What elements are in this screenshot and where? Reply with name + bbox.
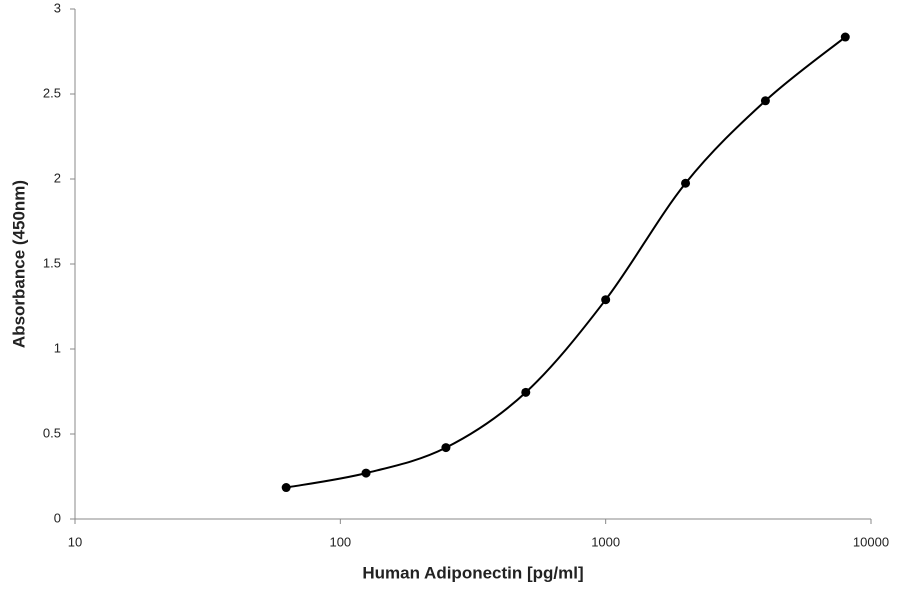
y-tick-label: 2: [54, 170, 61, 185]
y-tick-label: 0: [54, 510, 61, 525]
point: [681, 178, 691, 188]
y-tick-label: 1: [54, 340, 61, 355]
point: [441, 443, 451, 453]
x-tick-label: 10000: [853, 534, 889, 549]
x-axis-title: Human Adiponectin [pg/ml]: [362, 563, 583, 582]
line: [285, 36, 846, 489]
y-tick-label: 0.5: [43, 425, 61, 440]
x-tick-label: 10: [68, 534, 82, 549]
point: [840, 32, 850, 42]
y-axis-title: Absorbance (450nm): [9, 180, 28, 348]
y-tick-label: 3: [54, 0, 61, 15]
y-tick-label: 1.5: [43, 255, 61, 270]
point: [760, 96, 770, 106]
point: [361, 468, 371, 478]
x-tick-label: 1000: [591, 534, 620, 549]
point: [601, 295, 611, 305]
x-tick-label: 100: [329, 534, 351, 549]
point: [281, 483, 291, 493]
y-tick-label: 2.5: [43, 85, 61, 100]
point: [521, 387, 531, 397]
